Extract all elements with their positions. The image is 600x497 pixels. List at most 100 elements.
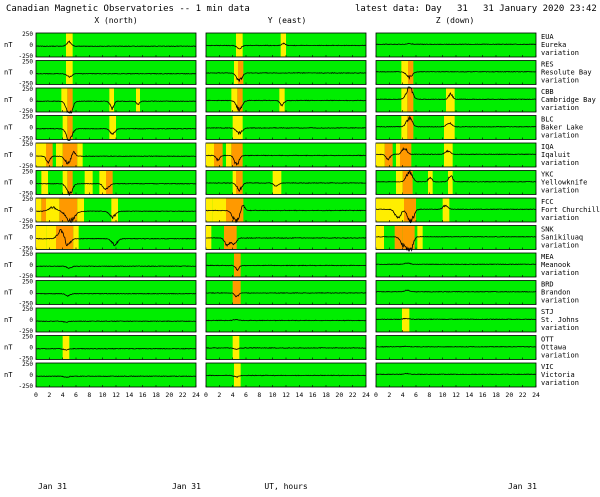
x-tick-label: 10 (269, 391, 277, 399)
y-tick-label: 250 (22, 114, 33, 121)
unit-label: nT (4, 289, 13, 297)
y-tick-label: 0 (29, 70, 33, 77)
activity-band (376, 226, 384, 249)
activity-band (279, 88, 285, 112)
variation-trace (35, 182, 197, 196)
station-variation-label: variation (541, 297, 579, 305)
activity-band (232, 281, 241, 304)
station-name: St. Johns (541, 316, 579, 324)
activity-band (226, 198, 244, 222)
station-name: Brandon (541, 289, 571, 297)
variation-trace (35, 347, 197, 351)
activity-band (396, 143, 400, 167)
variation-trace (375, 86, 536, 101)
activity-band (46, 226, 56, 249)
activity-band (84, 171, 93, 194)
y-tick-label: 0 (29, 235, 33, 242)
panel-background (35, 307, 197, 333)
panel-background (205, 60, 367, 85)
variation-trace (375, 146, 537, 161)
y-tick-label: 0 (29, 97, 33, 104)
y-tick-label: 0 (29, 152, 33, 159)
activity-band (73, 226, 79, 249)
y-tick-label: 250 (22, 31, 33, 38)
station-code: BRD (541, 281, 554, 289)
station-code: OTT (541, 336, 554, 344)
variation-trace (375, 204, 537, 224)
unit-label: nT (4, 179, 13, 187)
variation-trace (35, 375, 197, 378)
panel-background (375, 307, 537, 333)
activity-band (36, 226, 47, 249)
variation-trace (375, 236, 537, 252)
activity-band (99, 171, 106, 194)
variation-trace (205, 42, 367, 50)
x-tick-label: 22 (179, 391, 187, 399)
variation-trace (35, 150, 197, 165)
station-name: Cambridge Bay (541, 96, 596, 104)
variation-trace (206, 374, 366, 378)
activity-band (67, 171, 73, 194)
panel-background (375, 252, 537, 278)
y-tick-label: -250 (19, 163, 34, 170)
activity-band (272, 171, 282, 194)
activity-band (396, 171, 403, 194)
activity-band (206, 226, 212, 249)
y-tick-label: 250 (22, 86, 33, 93)
activity-band (384, 198, 404, 222)
latest-datetime: 31 January 2020 23:42 UT (483, 4, 600, 14)
panel-background (205, 362, 367, 388)
station-variation-label: variation (541, 324, 579, 332)
y-tick-label: 0 (29, 290, 33, 297)
activity-band (66, 33, 73, 57)
footer-date-left: Jan 31 (38, 482, 67, 491)
activity-band (41, 171, 48, 194)
y-tick-label: 250 (22, 169, 33, 176)
x-tick-label: 14 (125, 391, 133, 399)
panel-background (205, 87, 367, 113)
variation-trace (205, 347, 367, 350)
activity-band (236, 33, 243, 57)
x-tick-label: 14 (295, 391, 303, 399)
variation-trace (35, 72, 197, 79)
y-tick-label: -250 (19, 218, 34, 225)
activity-band (280, 33, 286, 57)
activity-band (428, 171, 433, 194)
station-code: MEA (541, 253, 554, 261)
station-variation-label: variation (541, 159, 579, 167)
x-tick-label: 16 (309, 391, 317, 399)
y-tick-label: 0 (29, 372, 33, 379)
x-tick-label: 6 (414, 391, 418, 399)
footer-axis-label: UT, hours (264, 482, 308, 491)
station-code: IQA (541, 143, 554, 151)
activity-band (109, 116, 116, 139)
x-tick-label: 2 (47, 391, 51, 399)
unit-label: nT (4, 124, 13, 132)
activity-band (77, 143, 83, 167)
y-tick-label: 250 (22, 224, 33, 231)
x-tick-label: 12 (112, 391, 120, 399)
y-tick-label: 250 (22, 279, 33, 286)
x-tick-label: 8 (427, 391, 431, 399)
variation-trace (205, 292, 367, 298)
station-variation-label: variation (541, 77, 579, 85)
activity-band (230, 226, 237, 249)
variation-trace (206, 154, 366, 166)
x-tick-label: 18 (152, 391, 160, 399)
y-tick-label: -250 (19, 273, 34, 280)
variation-trace (35, 292, 196, 297)
x-tick-label: 10 (99, 391, 107, 399)
y-tick-label: -250 (19, 136, 34, 143)
unit-label: nT (4, 41, 13, 49)
x-tick-label: 0 (34, 391, 38, 399)
activity-band (234, 253, 241, 277)
station-code: FCC (541, 198, 554, 206)
variation-trace (205, 318, 367, 322)
station-name: Yellowknife (541, 179, 587, 187)
activity-band (41, 198, 46, 222)
activity-band (232, 116, 243, 139)
panel-background (35, 32, 197, 58)
x-tick-label: 20 (165, 391, 173, 399)
activity-band (444, 143, 453, 167)
